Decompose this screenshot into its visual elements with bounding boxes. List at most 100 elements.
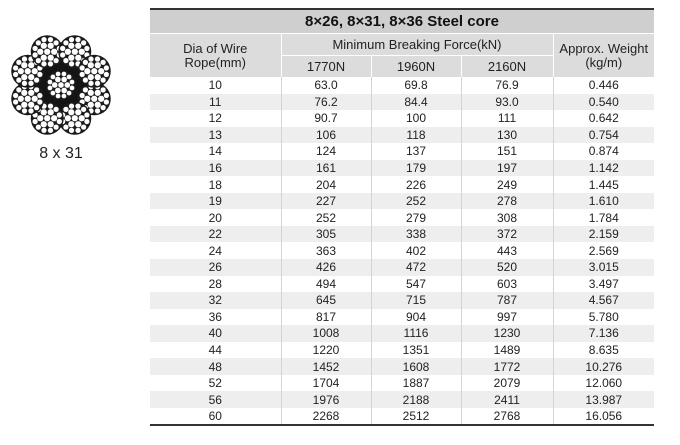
cell-2160n: 249 (460, 176, 553, 193)
cell-1770n: 1452 (280, 358, 371, 375)
cell-dia: 14 (150, 143, 281, 160)
cell-1770n: 90.7 (280, 110, 371, 127)
cell-2160n: 2079 (460, 374, 553, 392)
table-row: 12 90.7 100 111 0.642 (150, 110, 654, 127)
cell-1770n: 106 (280, 126, 371, 144)
table-row: 14 124 137 151 0.874 (150, 143, 654, 160)
cell-weight: 3.015 (552, 259, 654, 276)
cell-2160n: 1230 (460, 325, 553, 342)
cell-weight: 5.780 (552, 308, 654, 326)
cell-2160n: 1489 (460, 341, 553, 359)
table-row: 52 1704 1887 2079 12.060 (150, 374, 654, 392)
figure-label: 8 x 31 (39, 145, 83, 162)
cell-weight: 16.056 (552, 407, 654, 425)
cell-1770n: 426 (280, 259, 371, 276)
cell-2160n: 2768 (460, 407, 553, 425)
cell-1770n: 305 (280, 225, 371, 243)
table-title-row: 8×26, 8×31, 8×36 Steel core (150, 8, 654, 34)
dia-header-line2: Rope(mm) (184, 54, 246, 70)
dia-header: Dia of Wire Rope(mm) (150, 33, 281, 77)
cell-dia: 40 (150, 325, 281, 342)
cell-1960n: 472 (370, 259, 461, 276)
cell-weight: 13.987 (552, 391, 654, 408)
cell-1960n: 1608 (370, 358, 461, 375)
cell-weight: 0.540 (552, 93, 654, 111)
cell-weight: 2.569 (552, 242, 654, 260)
table-row: 19 227 252 278 1.610 (150, 192, 654, 210)
cell-1770n: 1976 (280, 391, 371, 408)
cell-1960n: 715 (370, 292, 461, 309)
cell-1770n: 252 (280, 209, 371, 226)
cell-1960n: 1887 (370, 374, 461, 392)
table-row: 44 1220 1351 1489 8.635 (150, 341, 654, 359)
cell-weight: 0.874 (552, 143, 654, 160)
mbf-header: Minimum Breaking Force(kN) (280, 33, 553, 56)
table-row: 20 252 279 308 1.784 (150, 209, 654, 226)
cell-dia: 36 (150, 308, 281, 326)
table-row: 56 1976 2188 2411 13.987 (150, 391, 654, 408)
cell-weight: 10.276 (552, 358, 654, 375)
dia-header-line1: Dia of Wire (183, 40, 248, 56)
table-row: 22 305 338 372 2.159 (150, 225, 654, 243)
wire-rope-cross-section-icon (11, 35, 111, 135)
table-row: 60 2268 2512 2768 16.056 (150, 407, 654, 425)
cell-1960n: 179 (370, 159, 461, 177)
wire-rope-figure: 8 x 31 (6, 30, 116, 162)
cell-1770n: 124 (280, 143, 371, 160)
table-row: 40 1008 1116 1230 7.136 (150, 325, 654, 342)
cell-weight: 0.642 (552, 110, 654, 127)
cell-1960n: 547 (370, 275, 461, 293)
cell-1960n: 252 (370, 192, 461, 210)
cell-1770n: 204 (280, 176, 371, 193)
cell-1960n: 1351 (370, 341, 461, 359)
cell-1770n: 817 (280, 308, 371, 326)
cell-weight: 8.635 (552, 341, 654, 359)
weight-header-line1: Approx. Weight (559, 40, 649, 56)
table-row: 13 106 118 130 0.754 (150, 126, 654, 144)
table-body: 10 63.0 69.8 76.9 0.446 11 76.2 84.4 93.0 0.540 12… (150, 77, 654, 425)
grade-header-row: 1770N 1960N 2160N (150, 55, 654, 77)
cell-1960n: 402 (370, 242, 461, 260)
cell-weight: 0.446 (552, 77, 654, 94)
grade-header-2160: 2160N (460, 55, 553, 77)
cell-2160n: 111 (460, 110, 553, 127)
cell-dia: 20 (150, 209, 281, 226)
cell-1770n: 161 (280, 159, 371, 177)
cell-1960n: 2188 (370, 391, 461, 408)
cell-2160n: 372 (460, 225, 553, 243)
table-row: 24 363 402 443 2.569 (150, 242, 654, 260)
cell-1960n: 100 (370, 110, 461, 127)
cell-2160n: 76.9 (460, 77, 553, 94)
cell-1770n: 1220 (280, 341, 371, 359)
cell-1770n: 63.0 (280, 77, 371, 94)
cell-2160n: 93.0 (460, 93, 553, 111)
cell-dia: 19 (150, 192, 281, 210)
cell-2160n: 130 (460, 126, 553, 144)
cell-1960n: 137 (370, 143, 461, 160)
cell-1770n: 363 (280, 242, 371, 260)
weight-header: Approx. Weight (kg/m) (552, 33, 654, 77)
cell-dia: 26 (150, 259, 281, 276)
cell-2160n: 997 (460, 308, 553, 326)
cell-1960n: 904 (370, 308, 461, 326)
cell-dia: 32 (150, 292, 281, 309)
table-title: 8×26, 8×31, 8×36 Steel core (150, 8, 654, 34)
table-row: 36 817 904 997 5.780 (150, 308, 654, 326)
cell-2160n: 443 (460, 242, 553, 260)
cell-dia: 10 (150, 77, 281, 94)
table-row: 10 63.0 69.8 76.9 0.446 (150, 77, 654, 94)
cell-1960n: 1116 (370, 325, 461, 342)
cell-weight: 7.136 (552, 325, 654, 342)
cell-weight: 1.784 (552, 209, 654, 226)
cell-1770n: 227 (280, 192, 371, 210)
cell-dia: 44 (150, 341, 281, 359)
cell-dia: 13 (150, 126, 281, 144)
grade-header-1770: 1770N (280, 55, 371, 77)
cell-weight: 1.445 (552, 176, 654, 193)
cell-dia: 52 (150, 374, 281, 392)
cell-weight: 1.142 (552, 159, 654, 177)
cell-weight: 3.497 (552, 275, 654, 293)
cell-dia: 48 (150, 358, 281, 375)
cell-2160n: 787 (460, 292, 553, 309)
cell-2160n: 278 (460, 192, 553, 210)
